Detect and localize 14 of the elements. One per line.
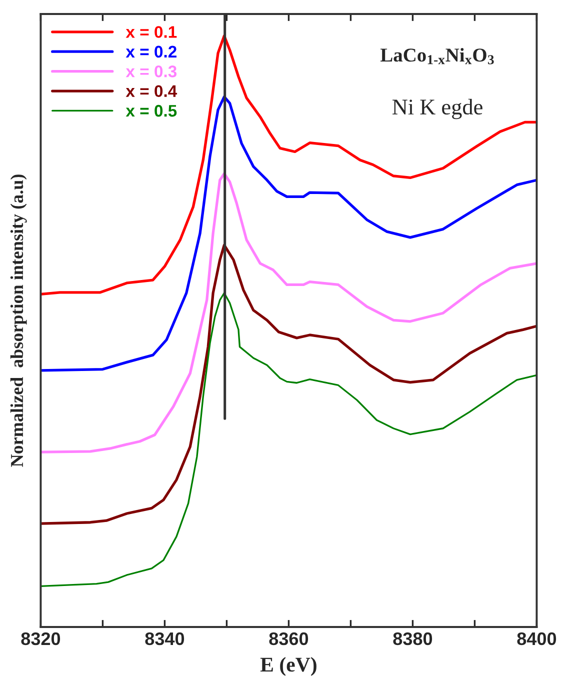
legend-label: x = 0.1	[126, 26, 177, 38]
annotation: Ni K egde	[392, 98, 482, 120]
legend-label: x = 0.2	[126, 46, 176, 58]
x-tick-label: 8400	[517, 632, 556, 646]
annotation: LaCo$_{1-x}$Ni$_{x}$O$_{3}$	[380, 48, 494, 64]
x-tick-label: 8380	[393, 632, 432, 646]
legend-label: x = 0.5	[126, 104, 177, 117]
x-tick-label: 8360	[269, 632, 308, 646]
x-tick-label: 8340	[145, 632, 184, 646]
legend-label: x = 0.3	[126, 66, 177, 78]
legend-label: x = 0.4	[126, 85, 178, 98]
x-axis-title: E (eV)	[260, 657, 316, 676]
y-axis-title: Normalized absorption intensity (a.u)	[10, 174, 27, 467]
x-tick-label: 8320	[21, 632, 60, 646]
